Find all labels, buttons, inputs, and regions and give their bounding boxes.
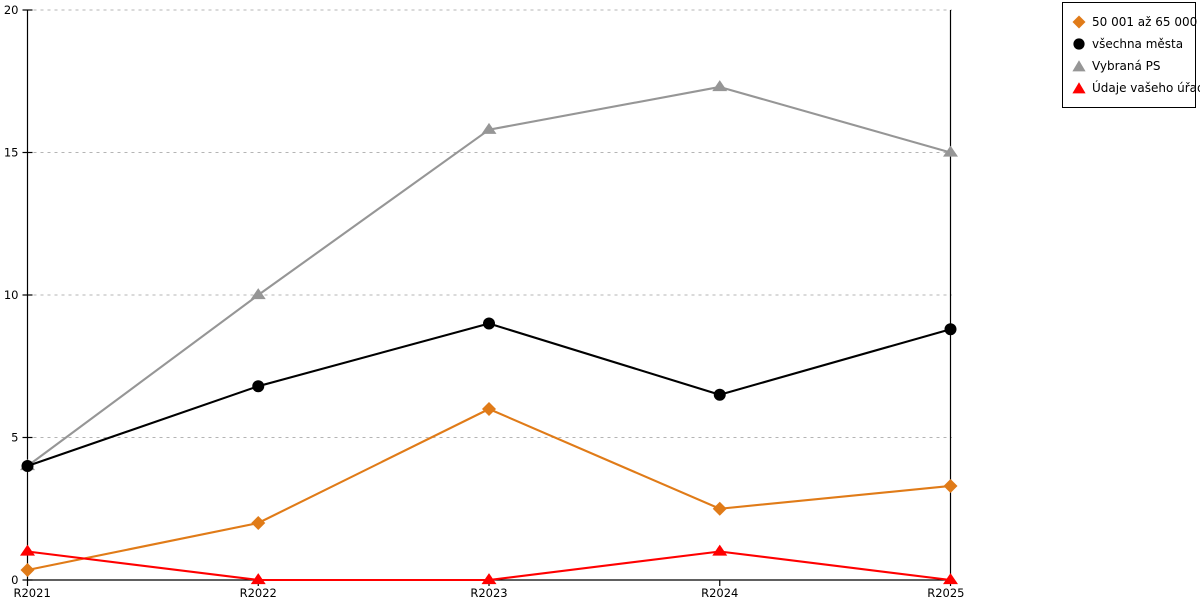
legend-item[interactable]: všechna města [1071, 33, 1189, 55]
triangle-marker-icon [1071, 58, 1087, 74]
data-point-diamond-marker[interactable] [482, 402, 496, 416]
data-point-triangle-marker[interactable] [481, 122, 497, 134]
legend-item-label: Údaje vašeho úřadu [1092, 81, 1200, 95]
legend-item[interactable]: Údaje vašeho úřadu [1071, 77, 1200, 99]
y-tick-label: 5 [11, 431, 18, 445]
x-tick-label: R2021 [14, 586, 51, 600]
x-tick-label: R2022 [240, 586, 277, 600]
data-point-circle-marker[interactable] [944, 323, 957, 336]
data-point-triangle-marker[interactable] [712, 80, 728, 92]
legend-item-label: 50 001 až 65 000 [1092, 15, 1198, 29]
data-point-circle-marker[interactable] [713, 388, 726, 401]
y-tick-label: 15 [4, 146, 19, 160]
data-point-triangle-marker[interactable] [20, 544, 35, 556]
triangle-marker-icon [1071, 80, 1087, 96]
data-point-triangle-marker[interactable] [943, 145, 958, 157]
data-point-triangle-marker[interactable] [943, 573, 958, 585]
x-tick-label: R2025 [927, 586, 964, 600]
legend-item-label: všechna města [1092, 37, 1184, 51]
legend-item[interactable]: 50 001 až 65 000 [1071, 11, 1197, 33]
data-point-diamond-marker[interactable] [712, 501, 727, 516]
chart-legend: 50 001 až 65 000 všechna města Vybraná PS Ú… [1062, 2, 1200, 108]
circle-marker-icon [1071, 36, 1087, 52]
x-tick-label: R2023 [470, 586, 507, 600]
data-point-circle-marker[interactable] [483, 317, 495, 330]
y-tick-label: 20 [4, 3, 19, 17]
legend-item-label: Vybraná PS [1092, 59, 1161, 73]
data-point-triangle-marker[interactable] [712, 544, 728, 556]
diamond-marker-icon [1071, 14, 1087, 30]
data-point-circle-marker[interactable] [21, 460, 34, 472]
x-tick-label: R2024 [701, 586, 738, 600]
series-line-0 [26, 407, 952, 572]
y-tick-label: 0 [11, 573, 18, 587]
legend-item[interactable]: Vybraná PS [1071, 55, 1189, 77]
data-point-diamond-marker[interactable] [20, 563, 35, 578]
data-point-triangle-marker[interactable] [481, 573, 497, 585]
y-tick-label: 10 [4, 288, 19, 302]
data-point-circle-marker[interactable] [252, 380, 265, 393]
data-point-diamond-marker[interactable] [943, 478, 958, 493]
data-point-diamond-marker[interactable] [251, 516, 266, 530]
series-line-1 [26, 322, 952, 468]
data-point-triangle-marker[interactable] [250, 573, 266, 585]
data-point-triangle-marker[interactable] [250, 288, 266, 300]
